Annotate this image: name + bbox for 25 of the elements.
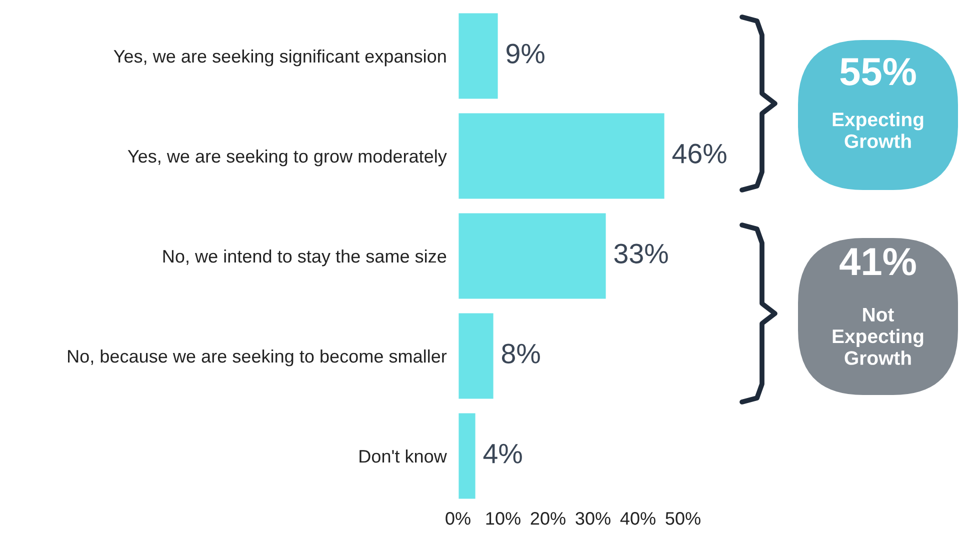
- x-tick-label: 30%: [576, 512, 610, 525]
- data-label: 8%: [502, 344, 540, 364]
- x-tick-label: 50%: [666, 512, 700, 525]
- data-label: 4%: [483, 444, 522, 464]
- x-tick-label: 20%: [530, 512, 566, 525]
- data-label: 46%: [672, 144, 726, 164]
- x-tick-label: 0%: [446, 512, 470, 525]
- bar: [458, 312, 495, 400]
- x-tick-label: 40%: [620, 512, 656, 525]
- bar: [458, 12, 500, 100]
- bar: [458, 412, 477, 500]
- data-label: 33%: [614, 244, 668, 264]
- text: 55%: [840, 58, 916, 86]
- x-tick-label: 10%: [486, 512, 520, 525]
- y-tick-label: No, we intend to stay the same size: [163, 249, 446, 266]
- text: Not Expecting Growth: [832, 308, 924, 365]
- y-tick-label: Don't know: [360, 449, 447, 463]
- y-tick-label: Yes, we are seeking to grow moderately: [128, 149, 447, 166]
- y-tick-label: No, because we are seeking to become smaller: [68, 349, 447, 366]
- y-tick-label: Yes, we are seeking significant expansion: [114, 49, 446, 66]
- bar: [458, 212, 608, 300]
- text: 41%: [840, 248, 916, 276]
- text: Expecting Growth: [832, 112, 924, 148]
- data-label: 9%: [506, 44, 544, 64]
- bar: [458, 112, 666, 200]
